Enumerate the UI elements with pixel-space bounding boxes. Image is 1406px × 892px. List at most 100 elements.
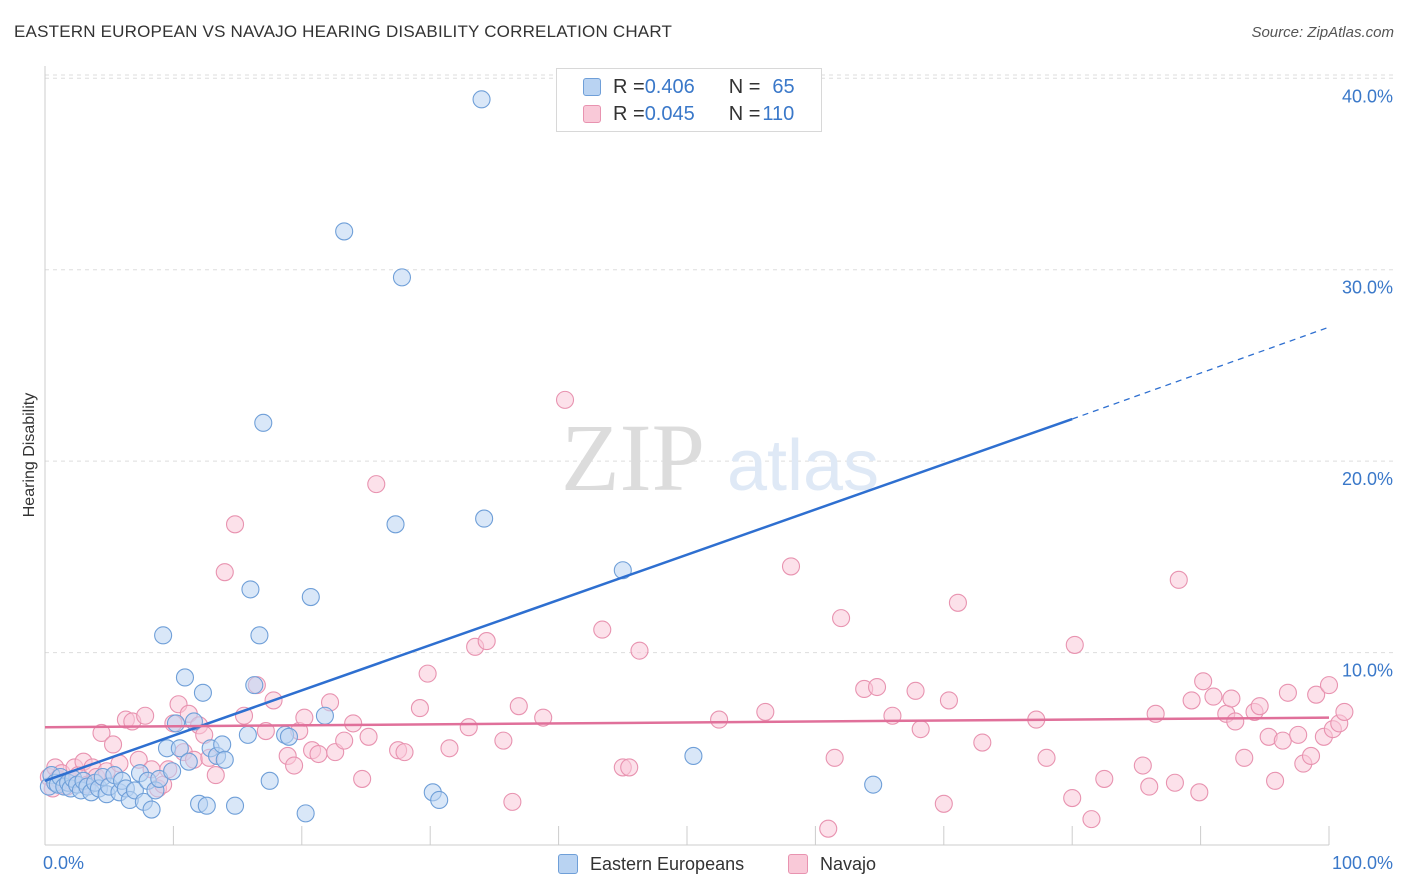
data-point xyxy=(315,706,334,725)
legend-r-label: R = xyxy=(613,102,645,125)
data-point xyxy=(104,735,123,754)
data-point xyxy=(1140,777,1159,796)
y-tick-label: 10.0% xyxy=(1342,661,1393,681)
data-point xyxy=(296,804,315,823)
data-point xyxy=(477,632,496,651)
x-tick-label: 100.0% xyxy=(1332,853,1393,873)
data-point xyxy=(250,626,269,645)
data-point xyxy=(911,720,930,739)
x-tick-label: 0.0% xyxy=(43,853,84,873)
data-point xyxy=(142,800,161,819)
data-point xyxy=(238,725,257,744)
legend-label: Eastern Europeans xyxy=(590,853,745,874)
data-point xyxy=(1169,570,1188,589)
data-point xyxy=(1307,685,1326,704)
watermark: ZIP atlas xyxy=(561,404,879,511)
data-point xyxy=(906,681,925,700)
data-point xyxy=(1133,756,1152,775)
legend-n-value: 110 xyxy=(762,102,795,125)
data-point xyxy=(260,771,279,790)
data-point xyxy=(245,676,264,695)
data-point xyxy=(1266,771,1285,790)
data-point xyxy=(309,744,328,764)
data-point xyxy=(1278,683,1297,702)
data-point xyxy=(367,475,386,494)
legend-label: Navajo xyxy=(820,853,877,874)
data-point xyxy=(620,758,639,777)
data-point xyxy=(503,792,522,811)
data-point xyxy=(92,723,111,743)
data-point xyxy=(335,222,354,241)
data-point xyxy=(225,796,245,815)
data-point xyxy=(154,626,173,645)
data-point xyxy=(832,609,851,628)
pink-swatch xyxy=(583,105,601,123)
data-point xyxy=(241,580,260,599)
data-point xyxy=(494,731,513,750)
trend-lines xyxy=(44,326,1330,783)
data-point xyxy=(630,641,649,660)
data-point xyxy=(867,677,887,697)
data-point xyxy=(1301,746,1321,765)
axes xyxy=(44,66,1330,846)
data-point xyxy=(1289,725,1308,744)
data-point xyxy=(215,750,234,769)
data-point xyxy=(593,620,612,639)
legend-item-eastern-europeans[interactable]: Eastern Europeans xyxy=(558,852,744,876)
data-point xyxy=(335,731,354,750)
data-point xyxy=(710,710,729,729)
data-point xyxy=(475,509,494,528)
data-point xyxy=(1235,748,1254,767)
data-point xyxy=(1095,769,1114,788)
data-point xyxy=(781,557,801,576)
data-point xyxy=(1226,712,1245,731)
data-point xyxy=(136,706,155,725)
data-point xyxy=(440,739,459,758)
trend-line-eastern-europeans xyxy=(44,417,1073,783)
data-point xyxy=(395,743,414,762)
legend-r-value: 0.406 xyxy=(644,75,695,98)
data-point xyxy=(684,746,703,765)
data-point xyxy=(166,714,186,733)
watermark-atlas: atlas xyxy=(727,426,879,506)
legend-r-value: 0.045 xyxy=(644,102,695,125)
data-point xyxy=(163,762,182,781)
data-point xyxy=(295,708,314,727)
eastern-european-points xyxy=(39,90,883,823)
data-point xyxy=(1319,676,1339,695)
data-point xyxy=(555,390,575,409)
data-point xyxy=(459,718,478,737)
data-point xyxy=(1182,691,1201,710)
legend-row-navajo: R = 0.045 N = 110 xyxy=(583,102,794,126)
data-point xyxy=(1250,697,1269,716)
data-point xyxy=(353,769,372,788)
data-point xyxy=(756,702,775,721)
data-point xyxy=(392,268,412,287)
legend-item-navajo[interactable]: Navajo xyxy=(788,852,876,876)
y-tick-label: 20.0% xyxy=(1342,469,1393,489)
data-point xyxy=(1063,789,1082,808)
data-point xyxy=(973,733,992,752)
legend-n-value: 65 xyxy=(772,75,795,98)
data-point xyxy=(825,748,844,767)
data-point xyxy=(254,413,273,432)
pink-swatch xyxy=(788,854,808,874)
source-label: Source: ZipAtlas.com xyxy=(1251,24,1394,41)
data-point xyxy=(430,790,449,810)
data-point xyxy=(948,593,967,612)
legend-n-label: N = xyxy=(728,102,761,125)
data-point xyxy=(1204,687,1223,706)
data-point xyxy=(206,766,225,785)
data-point xyxy=(197,796,216,815)
blue-swatch xyxy=(583,78,601,96)
legend-n-label: N = xyxy=(728,75,761,98)
data-point xyxy=(1165,773,1184,792)
legend-row-eastern-europeans: R = 0.406 N = 65 xyxy=(583,75,795,99)
data-point xyxy=(279,727,299,746)
data-point xyxy=(301,588,320,607)
data-point xyxy=(179,752,198,771)
data-point xyxy=(509,697,528,716)
data-point xyxy=(1082,810,1101,829)
data-point xyxy=(410,699,429,718)
